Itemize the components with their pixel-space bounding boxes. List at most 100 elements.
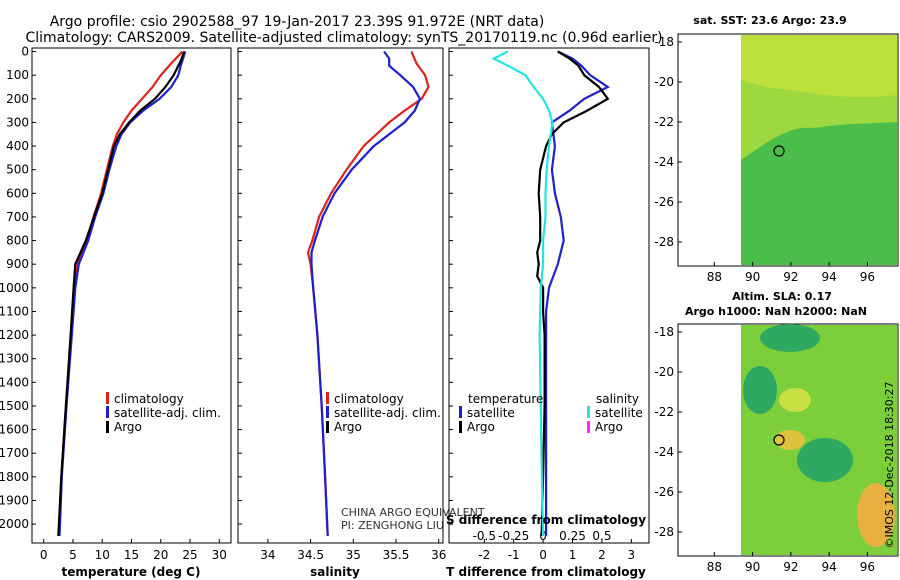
t-difference-axis-label: T difference from climatology xyxy=(446,565,646,579)
map-y-tick-label: -18 xyxy=(654,35,674,49)
sla-map-low-3 xyxy=(797,438,853,482)
legend-salinity-title: salinity xyxy=(596,392,639,406)
depth-tick-label: 500 xyxy=(6,163,29,177)
legend-swatch-climatology xyxy=(106,392,109,404)
map-y-tick-label: -20 xyxy=(654,365,674,379)
temperature-legend: climatology satellite-adj. clim. Argo xyxy=(106,392,221,434)
depth-tick-label: 600 xyxy=(6,186,29,200)
s-tick-label: 0.25 xyxy=(559,529,586,543)
x-tick-label: 30 xyxy=(212,548,227,562)
x-tick-label: 34.5 xyxy=(297,548,324,562)
x-tick-label: 34 xyxy=(260,548,275,562)
map2-title-line1: Altim. SLA: 0.17 xyxy=(732,290,832,303)
depth-tick-label: 1900 xyxy=(0,493,29,507)
map-x-tick-label: 96 xyxy=(860,270,875,284)
legend-argo: Argo xyxy=(334,420,362,434)
map-x-tick-label: 90 xyxy=(745,560,760,574)
sla-map-low-2 xyxy=(743,366,777,414)
legend-swatch-satellite xyxy=(326,406,329,418)
map-y-tick-label: -28 xyxy=(654,525,674,539)
legend-swatch-satellite xyxy=(106,406,109,418)
legend-climatology: climatology xyxy=(334,392,404,406)
map-y-tick-label: -24 xyxy=(654,155,674,169)
depth-tick-label: 0 xyxy=(21,45,29,59)
map-y-tick-label: -22 xyxy=(654,115,674,129)
x-tick-label: 20 xyxy=(153,548,168,562)
depth-tick-label: 1300 xyxy=(0,352,29,366)
argo-float-marker-sla xyxy=(773,434,785,446)
map-y-tick-label: -24 xyxy=(654,445,674,459)
map-x-tick-label: 94 xyxy=(821,560,836,574)
depth-tick-label: 1100 xyxy=(0,304,29,318)
sst-map-warm-region xyxy=(741,35,897,98)
x-tick-label: 25 xyxy=(182,548,197,562)
x-tick-label: 3 xyxy=(628,548,636,562)
map1-title: sat. SST: 23.6 Argo: 23.9 xyxy=(693,14,846,27)
note-line1: CHINA ARGO EQUIVALENT xyxy=(341,506,485,519)
depth-tick-label: 700 xyxy=(6,210,29,224)
series-line-climatology xyxy=(57,50,184,536)
x-tick-label: 1 xyxy=(569,548,577,562)
sla-map-high-1 xyxy=(779,388,811,412)
note-line2: PI: ZENGHONG LIU xyxy=(341,519,444,532)
legend-swatch-climatology xyxy=(326,392,329,404)
legend-argo: Argo xyxy=(114,420,142,434)
map-x-tick-label: 90 xyxy=(745,270,760,284)
depth-tick-label: 1500 xyxy=(0,399,29,413)
map-y-tick-label: -22 xyxy=(654,405,674,419)
depth-tick-label: 300 xyxy=(6,115,29,129)
series-line-t-argo xyxy=(536,50,610,536)
legend-s-satellite: satellite xyxy=(595,406,643,420)
salinity-panel xyxy=(237,47,444,544)
legend-t-argo: Argo xyxy=(467,420,495,434)
s-tick-label: 0.5 xyxy=(592,529,611,543)
title-line1: Argo profile: csio 2902588_97 19-Jan-201… xyxy=(50,14,545,30)
legend-satellite: satellite-adj. clim. xyxy=(334,406,441,420)
depth-tick-label: 1700 xyxy=(0,446,29,460)
series-line-satellite-adj-clim- xyxy=(58,51,187,536)
x-tick-label: 5 xyxy=(69,548,77,562)
depth-tick-label: 100 xyxy=(6,68,29,82)
map-x-tick-label: 88 xyxy=(707,270,722,284)
x-tick-label: 0 xyxy=(539,548,547,562)
sla-map-low-1 xyxy=(760,324,820,352)
s-tick-label: 0 xyxy=(539,529,547,543)
map-x-tick-label: 88 xyxy=(707,560,722,574)
x-tick-label: 36 xyxy=(431,548,446,562)
legend-swatch-argo xyxy=(326,421,329,433)
x-tick-label: 15 xyxy=(124,548,139,562)
map-y-tick-label: -26 xyxy=(654,485,674,499)
argo-float-marker-sst xyxy=(773,145,785,157)
depth-tick-label: 1400 xyxy=(0,375,29,389)
depth-tick-label: 400 xyxy=(6,139,29,153)
title-line2: Climatology: CARS2009. Satellite-adjuste… xyxy=(25,30,662,46)
legend-swatch-argo xyxy=(106,421,109,433)
legend-swatch-t-satellite xyxy=(459,406,462,418)
s-difference-axis-label: S difference from climatology xyxy=(446,513,646,527)
map-y-tick-label: -18 xyxy=(654,325,674,339)
series-line-s-satellite xyxy=(491,50,554,536)
x-tick-label: 35 xyxy=(346,548,361,562)
s-tick-label: -0.25 xyxy=(498,529,529,543)
map-x-tick-label: 94 xyxy=(821,270,836,284)
series-line-argo xyxy=(57,51,186,536)
legend-temperature-title: temperature xyxy=(468,392,543,406)
temperature-axis-label: temperature (deg C) xyxy=(62,565,201,579)
depth-tick-label: 200 xyxy=(6,92,29,106)
depth-tick-label: 2000 xyxy=(0,517,29,531)
depth-tick-label: 1800 xyxy=(0,470,29,484)
map-x-tick-label: 92 xyxy=(783,270,798,284)
depth-tick-label: 1200 xyxy=(0,328,29,342)
depth-tick-label: 1600 xyxy=(0,423,29,437)
legend-s-argo: Argo xyxy=(595,420,623,434)
x-tick-label: -2 xyxy=(478,548,490,562)
legend-climatology: climatology xyxy=(114,392,184,406)
legend-t-satellite: satellite xyxy=(467,406,515,420)
map-y-tick-label: -26 xyxy=(654,195,674,209)
imos-stamp: ©IMOS 12-Dec-2018 18:30:27 xyxy=(883,382,896,549)
legend-swatch-s-argo xyxy=(587,421,590,433)
depth-tick-label: 800 xyxy=(6,234,29,248)
series-line-satellite-adj-clim- xyxy=(310,50,422,536)
series-line-t-satellite xyxy=(544,50,610,536)
